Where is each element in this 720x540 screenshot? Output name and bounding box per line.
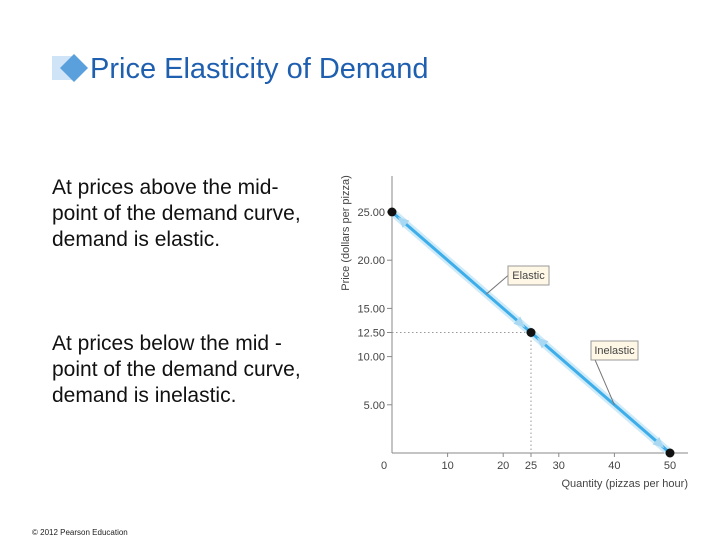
title-diamond-icon bbox=[52, 54, 88, 82]
curve-direction-arrow bbox=[536, 337, 549, 349]
annotation-box bbox=[590, 340, 639, 361]
annotation-box bbox=[507, 265, 550, 286]
x-tick-label: 20 bbox=[497, 460, 509, 472]
y-tick-label: 12.50 bbox=[357, 328, 385, 340]
x-tick-label: 40 bbox=[608, 460, 620, 472]
annotation-label: Elastic bbox=[512, 270, 545, 282]
annotation-label: Inelastic bbox=[594, 345, 635, 357]
x-tick-label: 30 bbox=[553, 460, 565, 472]
elastic-paragraph: At prices above the mid-point of the dem… bbox=[52, 176, 301, 251]
x-axis-title: Quantity (pizzas per hour) bbox=[561, 478, 688, 490]
curve-direction-arrow bbox=[397, 216, 410, 229]
inelastic-paragraph: At prices below the mid -point of the de… bbox=[52, 332, 301, 407]
x-tick-label: 10 bbox=[441, 460, 453, 472]
y-tick-label: 5.00 bbox=[364, 400, 385, 412]
y-tick-label: 15.00 bbox=[357, 303, 385, 315]
annotation-leader bbox=[486, 275, 509, 295]
demand-point bbox=[387, 207, 397, 217]
y-tick-label: 25.00 bbox=[357, 207, 385, 219]
x-tick-label: 50 bbox=[664, 460, 676, 472]
curve-direction-arrow bbox=[652, 436, 665, 449]
demand-point bbox=[665, 448, 675, 458]
y-tick-label: 20.00 bbox=[357, 255, 385, 267]
curve-direction-arrow bbox=[513, 316, 526, 328]
x-tick-label: 25 bbox=[525, 460, 537, 472]
y-axis-title: Price (dollars per pizza) bbox=[340, 175, 352, 291]
x-tick-label: 0 bbox=[381, 460, 387, 472]
demand-point bbox=[526, 328, 536, 337]
y-tick-label: 10.00 bbox=[357, 352, 385, 364]
copyright-footer: © 2012 Pearson Education bbox=[32, 528, 128, 537]
slide-title: Price Elasticity of Demand bbox=[90, 53, 429, 85]
